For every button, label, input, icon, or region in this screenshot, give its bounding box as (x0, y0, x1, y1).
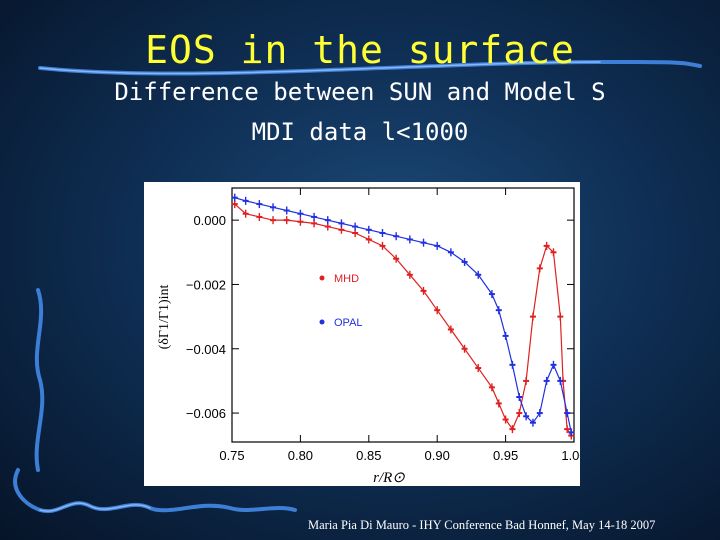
data-point-opal (502, 331, 509, 340)
data-point-opal (311, 212, 318, 221)
data-point-opal (568, 428, 575, 437)
data-point-mhd (509, 425, 516, 434)
data-point-opal (242, 196, 249, 205)
y-tick-label: −0.004 (186, 342, 226, 357)
data-point-mhd (502, 415, 509, 424)
data-point-opal (495, 306, 502, 315)
data-point-opal (557, 376, 564, 385)
x-tick-label: 0.95 (493, 448, 518, 463)
data-point-opal (270, 203, 277, 212)
x-tick-label: 1.00 (561, 448, 580, 463)
data-point-opal (475, 270, 482, 279)
data-point-mhd (365, 235, 372, 244)
data-point-mhd (488, 383, 495, 392)
data-point-mhd (516, 409, 523, 418)
data-point-opal (447, 248, 454, 257)
x-axis-label: r/R⊙ (373, 470, 405, 486)
data-point-mhd (270, 216, 277, 225)
data-point-mhd (564, 425, 571, 434)
data-point-opal (420, 238, 427, 247)
slide-footer: Maria Pia Di Mauro - IHY Conference Bad … (308, 518, 656, 532)
data-point-opal (509, 360, 516, 369)
data-point-opal (550, 360, 557, 369)
chart-card: 0.75 0.80 0.85 0.90 0.95 1.00 0.000 −0.002 −0.00… (144, 182, 587, 486)
data-point-mhd (406, 270, 413, 279)
data-point-mhd (550, 248, 557, 257)
data-point-mhd (543, 241, 550, 250)
x-tick-label: 0.85 (356, 448, 381, 463)
data-point-opal (406, 235, 413, 244)
data-point-opal (529, 418, 536, 427)
slide-subtitle-line-2: MDI data l<1000 (251, 118, 469, 146)
data-point-opal (516, 392, 523, 401)
legend-marker-mhd (319, 275, 325, 281)
data-point-opal (231, 193, 238, 202)
slide-subtitle-line-1: Difference between SUN and Model S (114, 78, 606, 106)
slide-title: EOS in the surface (145, 28, 575, 72)
legend-label-opal: OPAL (334, 317, 363, 329)
chart-plot: 0.75 0.80 0.85 0.90 0.95 1.00 0.000 −0.002 −0.00… (157, 187, 587, 486)
x-tick-label: 0.80 (288, 448, 313, 463)
data-point-mhd (242, 209, 249, 218)
legend-label-mhd: MHD (334, 273, 359, 285)
data-point-mhd (475, 364, 482, 373)
plot-frame (231, 187, 575, 443)
data-point-opal (352, 222, 359, 231)
data-point-mhd (393, 254, 400, 263)
y-tick-label: −0.002 (186, 277, 226, 292)
data-point-mhd (529, 312, 536, 321)
data-point-mhd (557, 312, 564, 321)
data-point-opal (461, 257, 468, 266)
data-point-mhd (256, 212, 263, 221)
data-point-opal (488, 290, 495, 299)
data-point-mhd (447, 325, 454, 334)
data-point-opal (434, 241, 441, 250)
data-point-opal (523, 412, 530, 421)
data-point-mhd (461, 344, 468, 353)
data-point-opal (393, 232, 400, 241)
y-tick-label: −0.006 (186, 406, 226, 421)
data-point-mhd (420, 286, 427, 295)
data-point-mhd (297, 217, 304, 226)
data-point-opal (324, 216, 331, 225)
data-point-opal (283, 206, 290, 215)
data-point-opal (379, 229, 386, 238)
y-axis-label: (δΓ1/Γ1)int (157, 285, 172, 350)
legend-marker-opal (319, 319, 325, 325)
data-point-opal (564, 409, 571, 418)
data-point-opal (256, 200, 263, 209)
x-tick-label: 0.75 (219, 448, 244, 463)
data-point-mhd (379, 241, 386, 250)
data-point-opal (297, 209, 304, 218)
data-point-opal (338, 219, 345, 228)
y-tick-label: 0.000 (193, 213, 226, 228)
data-point-mhd (434, 306, 441, 315)
data-point-mhd (536, 264, 543, 273)
data-point-opal (365, 225, 372, 234)
data-point-opal (536, 409, 543, 418)
x-tick-label: 0.90 (425, 448, 450, 463)
data-point-opal (543, 376, 550, 385)
data-point-mhd (495, 399, 502, 408)
data-point-mhd (523, 376, 530, 385)
data-point-mhd (283, 216, 290, 225)
